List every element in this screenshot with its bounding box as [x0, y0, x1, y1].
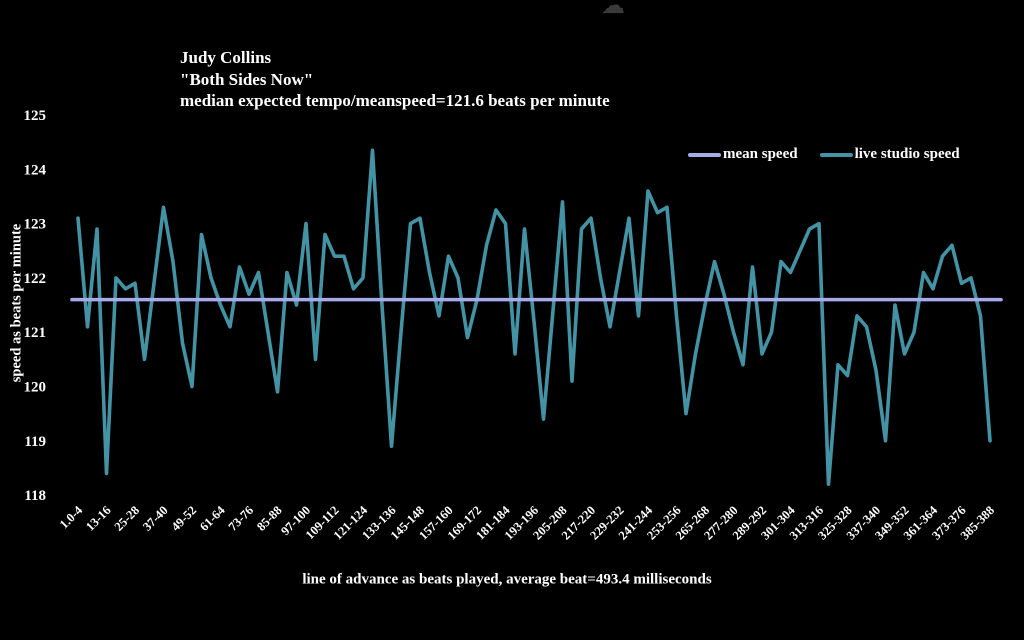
mean-speed-swatch: [688, 152, 721, 157]
x-tick-label: 73-76: [226, 503, 257, 534]
legend-item-live-studio-speed: live studio speed: [819, 146, 960, 163]
live-studio-speed-swatch: [819, 152, 853, 157]
x-tick-label: 25-28: [112, 503, 143, 534]
legend: mean speed live studio speed: [688, 146, 960, 163]
y-tick-label: 125: [24, 108, 47, 124]
y-tick-label: 122: [24, 271, 47, 287]
y-tick-label: 124: [24, 162, 47, 178]
live-studio-speed-line: [76, 148, 992, 487]
chart-title-line-2: "Both Sides Now": [180, 69, 314, 89]
y-tick-label: 118: [24, 488, 46, 504]
chart-title: Judy Collins "Both Sides Now" median exp…: [180, 47, 610, 112]
legend-label-mean-speed: mean speed: [723, 146, 798, 162]
y-tick-label: 123: [24, 217, 47, 233]
y-tick-label: 120: [24, 380, 47, 396]
chart-title-line-1: Judy Collins: [180, 48, 272, 67]
x-tick-label: 1.0-4: [57, 503, 86, 532]
cloud-icon: ☁: [601, 0, 625, 19]
chart-title-line-3: median expected tempo/meanspeed=121.6 be…: [180, 91, 610, 110]
x-tick-label: 61-64: [197, 503, 228, 534]
x-tick-label: 37-40: [140, 503, 171, 534]
legend-label-live-studio-speed: live studio speed: [854, 146, 960, 162]
x-tick-label: 13-16: [83, 503, 114, 534]
x-tick-label: 49-52: [169, 503, 200, 534]
y-tick-label: 119: [24, 434, 46, 450]
y-tick-label: 121: [24, 325, 47, 341]
x-axis-title: line of advance as beats played, average…: [302, 571, 712, 588]
legend-item-mean-speed: mean speed: [688, 146, 798, 163]
